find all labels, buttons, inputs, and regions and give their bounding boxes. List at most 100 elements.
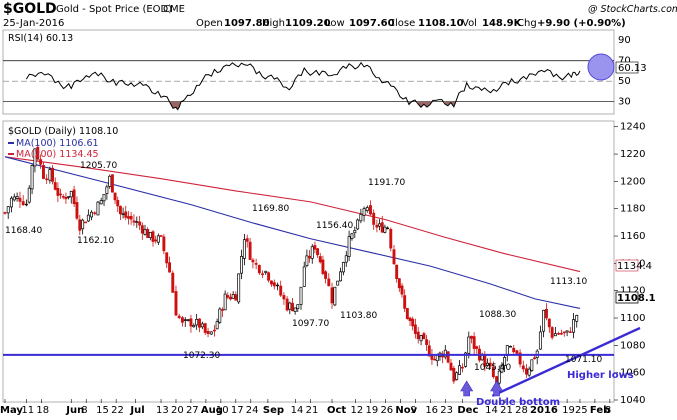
candle-body [509,345,512,348]
candle-body [56,187,60,196]
candle-body [146,229,150,238]
change-value: +9.90 (+0.90%) [537,18,626,29]
candle-body [110,174,114,193]
candle-body [272,282,276,287]
candle-body [36,146,40,160]
candle-body [124,211,128,218]
candle-body [9,197,13,208]
candle-body [455,372,459,380]
candle-body [422,333,426,340]
candle-body [279,285,283,296]
candle-body [261,273,264,275]
open-value: 1097.80 [224,18,270,29]
candle-body [257,265,261,274]
x-tick-label: Jun [65,405,84,416]
x-tick-label: Feb [590,405,610,416]
candle-body [140,225,144,234]
candle-body [500,364,504,373]
price-tick-label: 1160 [620,231,645,242]
rsi-price-tag [615,61,639,74]
candle-body [327,278,331,287]
candle-body [572,319,575,333]
candle-body [518,352,522,365]
x-tick-label: 14 [291,405,304,416]
price-tick-label: 1120 [620,286,645,297]
candle-body [129,215,133,220]
candle-body [386,227,390,230]
candle-body [553,333,557,337]
x-tick-label: 8 [605,405,611,416]
candle-body [151,231,155,242]
candle-body [171,272,175,293]
candle-body [165,252,169,264]
candle-body [118,205,122,215]
candle-body [419,335,423,342]
candle-body [102,194,106,202]
ma200-legend: MA(200) 1134.45 [16,149,99,160]
candle-body [159,235,163,237]
candle-body [174,291,178,316]
symbol-title: $GOLD [3,1,57,17]
candle-body [344,255,348,263]
candle-body [575,315,579,322]
candle-body [550,327,554,338]
rsi-line [25,61,581,111]
rsi-highlight-circle [587,53,615,81]
candle-body [45,178,49,181]
candle-body [61,196,65,198]
candle-body [248,241,252,260]
double-bottom-arrow [490,380,504,397]
candle-body [446,351,450,363]
candle-body [378,223,382,227]
candle-body [475,346,479,349]
ma200-price-tag [615,259,639,272]
candle-body [333,286,337,306]
candle-body [305,255,309,267]
open-label: Open [196,18,223,29]
candle-body [458,365,461,375]
candle-body [180,317,184,323]
candle-body [218,308,222,323]
close-value: 1108.10 [418,18,464,29]
price-annotation: 1191.70 [368,178,405,188]
price-tick-label: 1060 [620,368,645,379]
x-tick-label: 8 [81,405,87,416]
candle-body [264,270,268,273]
candle-body [270,280,273,285]
candle-body [93,212,97,214]
candle-body [138,221,142,226]
price-tick-label: 1240 [620,122,645,133]
candle-body [347,236,351,257]
candle-body [99,200,103,205]
candle-body [192,325,196,328]
candle-body [302,266,306,287]
candle-body [497,370,501,384]
candle-body [538,331,542,350]
candle-body [221,309,224,311]
candle-body [321,259,325,274]
high-label: High [262,18,285,29]
candle-body [42,165,45,179]
rsi-tick-label: 50 [618,76,631,87]
candle-body [542,309,546,332]
candle-body [559,332,563,335]
candle-body [403,295,407,309]
candle-body [433,358,437,361]
candle-body [565,330,569,333]
candle-body [72,189,76,205]
x-tick-label: 16 [425,405,438,416]
candle-body [96,201,100,216]
price-tick-label: 1100 [620,313,645,324]
candle-body [330,287,334,304]
candle-body [126,216,130,219]
candle-body [405,308,409,320]
x-tick-label: 22 [111,405,124,416]
candle-body [530,359,534,371]
candle-body [293,307,297,312]
candle-body [251,259,255,263]
candle-body [121,213,125,215]
candle-body [557,333,561,335]
x-tick-label: 10 [216,405,229,416]
candle-body [449,362,453,371]
